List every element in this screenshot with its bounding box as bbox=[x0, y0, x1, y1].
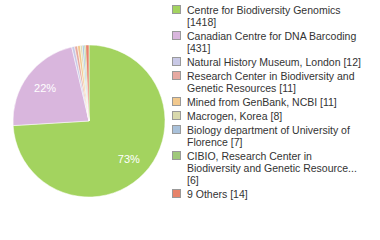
html-text:Mined from GenBank, NCBI [11]: Mined from GenBank, NCBI [11] bbox=[187, 96, 337, 108]
svg-text:22%: 22% bbox=[34, 82, 56, 94]
svg-text:73%: 73% bbox=[118, 153, 140, 165]
html-text:Centre for Biodiversity Genomi: Centre for Biodiversity Genomics [1418] bbox=[187, 4, 341, 28]
html-text:Natural History Museum, London: Natural History Museum, London [12] bbox=[187, 56, 361, 68]
html-text:Research Center in Biodiversit: Research Center in Biodiversity and Gene… bbox=[187, 70, 355, 94]
html-text:Macrogen, Korea [8]: Macrogen, Korea [8] bbox=[187, 110, 283, 122]
html-text:9 Others [14]: 9 Others [14] bbox=[187, 188, 248, 200]
html-text:Canadian Centre for DNA Barcod: Canadian Centre for DNA Barcoding [431] bbox=[187, 30, 357, 54]
html-text:Biology department of Universi: Biology department of University of Flor… bbox=[187, 124, 350, 148]
html-text:CIBIO, Research Center in Biod: CIBIO, Research Center in Biodiversity a… bbox=[187, 150, 357, 186]
